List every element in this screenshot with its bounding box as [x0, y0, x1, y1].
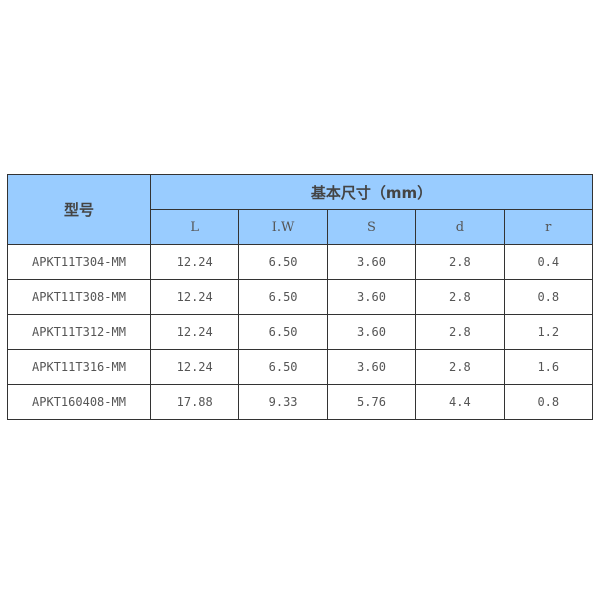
value-cell: 3.60	[326, 244, 417, 280]
value-cell: 6.50	[238, 244, 328, 280]
value-cell: 0.8	[503, 384, 594, 420]
value-cell: 0.8	[503, 279, 594, 315]
column-header: I.W	[238, 209, 328, 245]
value-cell: 4.4	[415, 384, 505, 420]
value-cell: 12.24	[149, 244, 240, 280]
model-cell: APKT11T308-MM	[7, 279, 151, 315]
model-cell: APKT11T304-MM	[7, 244, 151, 280]
value-cell: 2.8	[415, 314, 505, 350]
model-cell: APKT11T316-MM	[7, 349, 151, 385]
value-cell: 6.50	[238, 349, 328, 385]
value-cell: 12.24	[149, 349, 240, 385]
value-cell: 1.2	[503, 314, 594, 350]
model-cell: APKT160408-MM	[7, 384, 151, 420]
value-cell: 6.50	[238, 314, 328, 350]
column-header: r	[503, 209, 594, 245]
model-header: 型号	[7, 174, 151, 245]
value-cell: 5.76	[326, 384, 417, 420]
value-cell: 2.8	[415, 244, 505, 280]
value-cell: 1.6	[503, 349, 594, 385]
table-row: APKT11T316-MM 12.24 6.50 3.60 2.8 1.6	[7, 349, 594, 385]
value-cell: 6.50	[238, 279, 328, 315]
column-header: L	[149, 209, 240, 245]
value-cell: 17.88	[149, 384, 240, 420]
dimensions-header: 基本尺寸（mm）	[150, 174, 593, 210]
value-cell: 3.60	[326, 279, 417, 315]
table-row: APKT11T312-MM 12.24 6.50 3.60 2.8 1.2	[7, 314, 594, 350]
value-cell: 12.24	[149, 314, 240, 350]
value-cell: 2.8	[415, 349, 505, 385]
value-cell: 3.60	[326, 349, 417, 385]
column-header: d	[415, 209, 505, 245]
value-cell: 9.33	[238, 384, 328, 420]
table-row: APKT160408-MM 17.88 9.33 5.76 4.4 0.8	[7, 384, 594, 420]
value-cell: 0.4	[503, 244, 594, 280]
table-row: APKT11T304-MM 12.24 6.50 3.60 2.8 0.4	[7, 244, 594, 280]
value-cell: 3.60	[326, 314, 417, 350]
value-cell: 12.24	[149, 279, 240, 315]
column-header: S	[326, 209, 417, 245]
model-cell: APKT11T312-MM	[7, 314, 151, 350]
table-row: APKT11T308-MM 12.24 6.50 3.60 2.8 0.8	[7, 279, 594, 315]
value-cell: 2.8	[415, 279, 505, 315]
